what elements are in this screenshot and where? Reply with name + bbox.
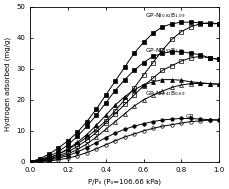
X-axis label: P/P₀ (P₀=106.66 kPa): P/P₀ (P₀=106.66 kPa)	[88, 178, 161, 185]
Text: GP-Ni$_{0.82}$B$_{1.09}$: GP-Ni$_{0.82}$B$_{1.09}$	[145, 12, 186, 20]
Text: GP-Ni$_{1.51}$B$_{1.29}$: GP-Ni$_{1.51}$B$_{1.29}$	[145, 46, 186, 55]
Text: GP: GP	[185, 114, 194, 119]
Text: GP-Ni$_{2.41}$B$_{0.69}$: GP-Ni$_{2.41}$B$_{0.69}$	[145, 89, 186, 98]
Y-axis label: Hydrogen adsorbed (mg/g): Hydrogen adsorbed (mg/g)	[4, 37, 11, 131]
